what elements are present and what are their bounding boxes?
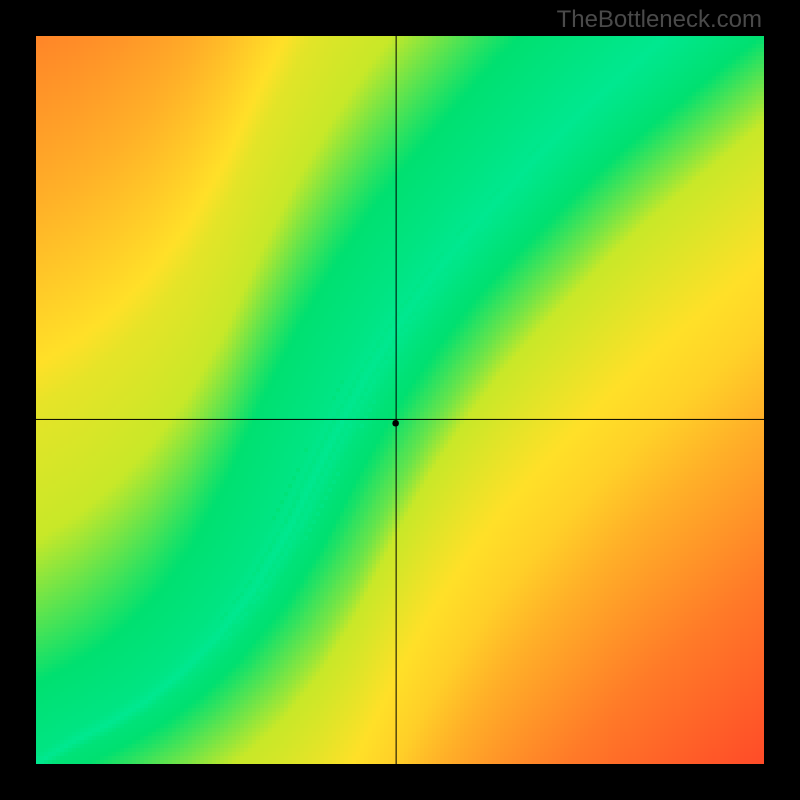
plot-area [36, 36, 764, 764]
watermark-text: TheBottleneck.com [557, 6, 762, 34]
chart-container: TheBottleneck.com [0, 0, 800, 800]
heatmap-canvas [36, 36, 764, 764]
